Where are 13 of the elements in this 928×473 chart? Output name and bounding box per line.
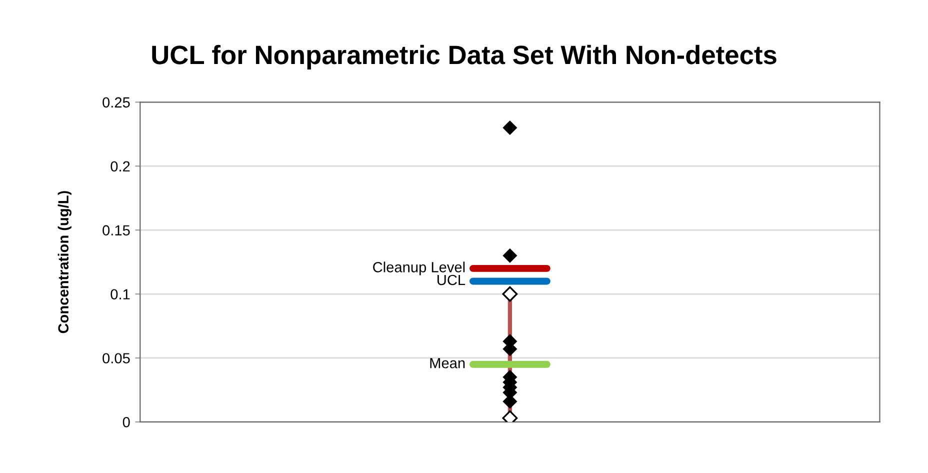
ref-line-label: UCL <box>438 274 466 286</box>
ref-line-label: Cleanup Level <box>373 262 465 276</box>
ref-line-label: Mean <box>430 358 465 368</box>
y-axis-title: Concentration (ug/L) <box>58 191 72 334</box>
y-tick-label: 0.1 <box>110 289 130 300</box>
y-tick-label: 0.2 <box>110 161 130 172</box>
chart-title: UCL for Nonparametric Data Set With Non-detects <box>152 44 776 70</box>
point <box>502 248 518 263</box>
point <box>502 120 518 136</box>
y-tick-label: 0.05 <box>102 353 130 364</box>
y-tick-label: 0.25 <box>102 97 130 108</box>
y-tick-label: 0 <box>122 417 130 428</box>
y-tick-label: 0.15 <box>102 225 130 236</box>
